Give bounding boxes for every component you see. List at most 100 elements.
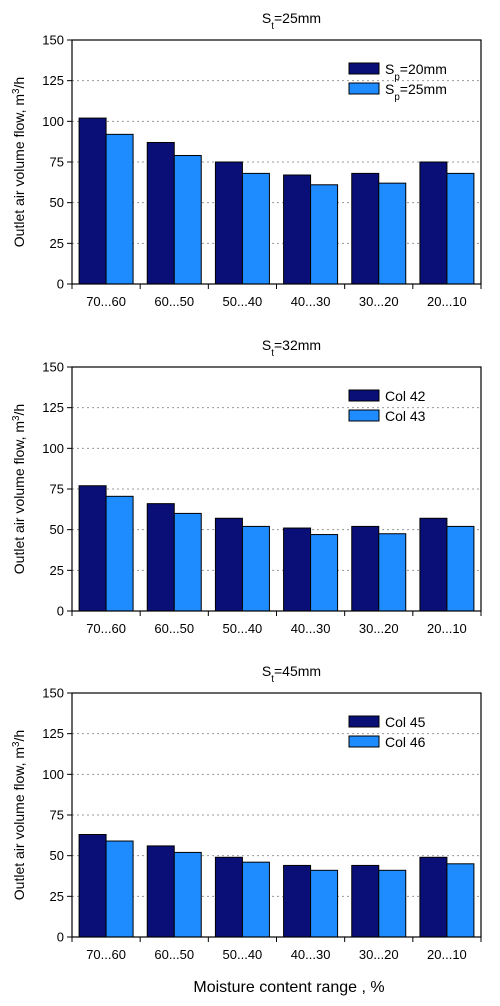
bar-series1-60...50 — [146, 141, 175, 285]
x-tick-label: 50...40 — [223, 621, 263, 636]
y-tick-label: 75 — [50, 808, 64, 823]
chart-panel-2: 0 25 50 75 100 125 150 70...60 60...50 50...40 40.… — [11, 337, 482, 636]
y-tick-label: 0 — [57, 930, 64, 945]
bar-series1-20...10 — [419, 161, 448, 285]
x-tick-label: 40...30 — [291, 294, 331, 309]
x-tick-label: 40...30 — [291, 947, 331, 962]
x-tick-label: 30...20 — [359, 294, 399, 309]
y-tick-label: 150 — [42, 33, 64, 48]
bar-series2-40...30 — [310, 869, 339, 938]
legend-label: Col 43 — [385, 408, 426, 424]
bar-series1-40...30 — [283, 527, 312, 612]
x-tick-label: 50...40 — [223, 294, 263, 309]
legend-swatch — [348, 409, 380, 422]
x-tick-label: 70...60 — [86, 621, 126, 636]
y-tick-label: 100 — [42, 114, 64, 129]
bar-series2-20...10 — [446, 863, 475, 938]
bar-series1-70...60 — [78, 117, 107, 285]
chart-title: St=32mm — [262, 337, 321, 359]
y-tick-label: 100 — [42, 441, 64, 456]
legend-swatch — [348, 735, 380, 748]
chart-title: St=25mm — [262, 10, 321, 32]
x-tick-label: 30...20 — [359, 947, 399, 962]
bar-series1-50...40 — [214, 517, 243, 612]
y-tick-label: 50 — [50, 522, 64, 537]
legend-label: Col 46 — [385, 734, 426, 750]
bar-series1-40...30 — [283, 174, 312, 285]
chart-panel-3: 0 25 50 75 100 125 150 70...60 60...50 50...40 40.… — [11, 663, 482, 962]
bar-series2-70...60 — [105, 840, 134, 938]
y-tick-label: 25 — [50, 236, 64, 251]
y-tick-label: 0 — [57, 604, 64, 619]
bar-series1-70...60 — [78, 485, 107, 612]
bar-series1-30...20 — [351, 525, 380, 612]
bar-series2-70...60 — [105, 133, 134, 285]
y-axis-label: Outlet air volume flow, m3/h — [11, 404, 28, 574]
bar-series2-40...30 — [310, 184, 339, 285]
legend-label: Sp=25mm — [385, 81, 447, 103]
y-tick-label: 150 — [42, 686, 64, 701]
bar-series1-60...50 — [146, 845, 175, 938]
y-tick-label: 0 — [57, 277, 64, 292]
bar-series1-60...50 — [146, 503, 175, 612]
bar-series1-20...10 — [419, 517, 448, 612]
y-tick-label: 125 — [42, 400, 64, 415]
bar-series2-40...30 — [310, 534, 339, 612]
bar-series1-30...20 — [351, 864, 380, 938]
x-tick-label: 70...60 — [86, 947, 126, 962]
x-tick-label: 60...50 — [154, 621, 194, 636]
bar-series2-60...50 — [173, 851, 202, 938]
legend-label: Col 45 — [385, 714, 426, 730]
x-tick-label: 20...10 — [427, 621, 467, 636]
legend-label: Sp=20mm — [385, 61, 447, 83]
bar-series1-50...40 — [214, 161, 243, 285]
bar-series1-40...30 — [283, 864, 312, 938]
y-tick-label: 25 — [50, 889, 64, 904]
bar-series1-20...10 — [419, 856, 448, 938]
x-tick-label: 20...10 — [427, 947, 467, 962]
bar-series2-20...10 — [446, 525, 475, 612]
y-axis-label: Outlet air volume flow, m3/h — [11, 730, 28, 900]
legend-swatch — [348, 82, 380, 95]
y-tick-label: 150 — [42, 360, 64, 375]
bar-series2-60...50 — [173, 154, 202, 285]
legend-swatch — [348, 715, 380, 728]
legend-label: Col 42 — [385, 388, 426, 404]
bar-series1-70...60 — [78, 834, 107, 938]
bar-series2-50...40 — [241, 525, 270, 612]
legend-swatch — [348, 389, 380, 402]
x-tick-label: 60...50 — [154, 294, 194, 309]
x-tick-label: 60...50 — [154, 947, 194, 962]
legend: Col 42 Col 43 — [348, 388, 426, 424]
x-tick-label: 70...60 — [86, 294, 126, 309]
bar-series2-70...60 — [105, 495, 134, 612]
y-tick-label: 75 — [50, 482, 64, 497]
bar-series2-60...50 — [173, 512, 202, 612]
x-tick-label: 40...30 — [291, 621, 331, 636]
x-tick-label: 50...40 — [223, 947, 263, 962]
bar-series2-50...40 — [241, 172, 270, 285]
bar-series2-20...10 — [446, 172, 475, 285]
legend-swatch — [348, 62, 380, 75]
y-tick-label: 50 — [50, 848, 64, 863]
chart-panel-1: 0 25 50 75 100 125 150 70...60 60...50 50...40 40.… — [11, 10, 482, 309]
y-tick-label: 125 — [42, 726, 64, 741]
bar-series2-50...40 — [241, 861, 270, 938]
bar-series2-30...20 — [378, 869, 407, 938]
bar-series2-30...20 — [378, 533, 407, 612]
y-tick-label: 25 — [50, 563, 64, 578]
bar-series1-50...40 — [214, 856, 243, 938]
x-tick-label: 20...10 — [427, 294, 467, 309]
bar-series2-30...20 — [378, 182, 407, 285]
y-tick-label: 50 — [50, 195, 64, 210]
legend: Col 45 Col 46 — [348, 714, 426, 750]
chart-title: St=45mm — [262, 663, 321, 685]
y-tick-label: 100 — [42, 767, 64, 782]
x-axis-label: Moisture content range , % — [193, 979, 384, 996]
y-axis-label: Outlet air volume flow, m3/h — [11, 77, 28, 247]
bar-series1-30...20 — [351, 172, 380, 285]
x-tick-label: 30...20 — [359, 621, 399, 636]
y-tick-label: 75 — [50, 155, 64, 170]
